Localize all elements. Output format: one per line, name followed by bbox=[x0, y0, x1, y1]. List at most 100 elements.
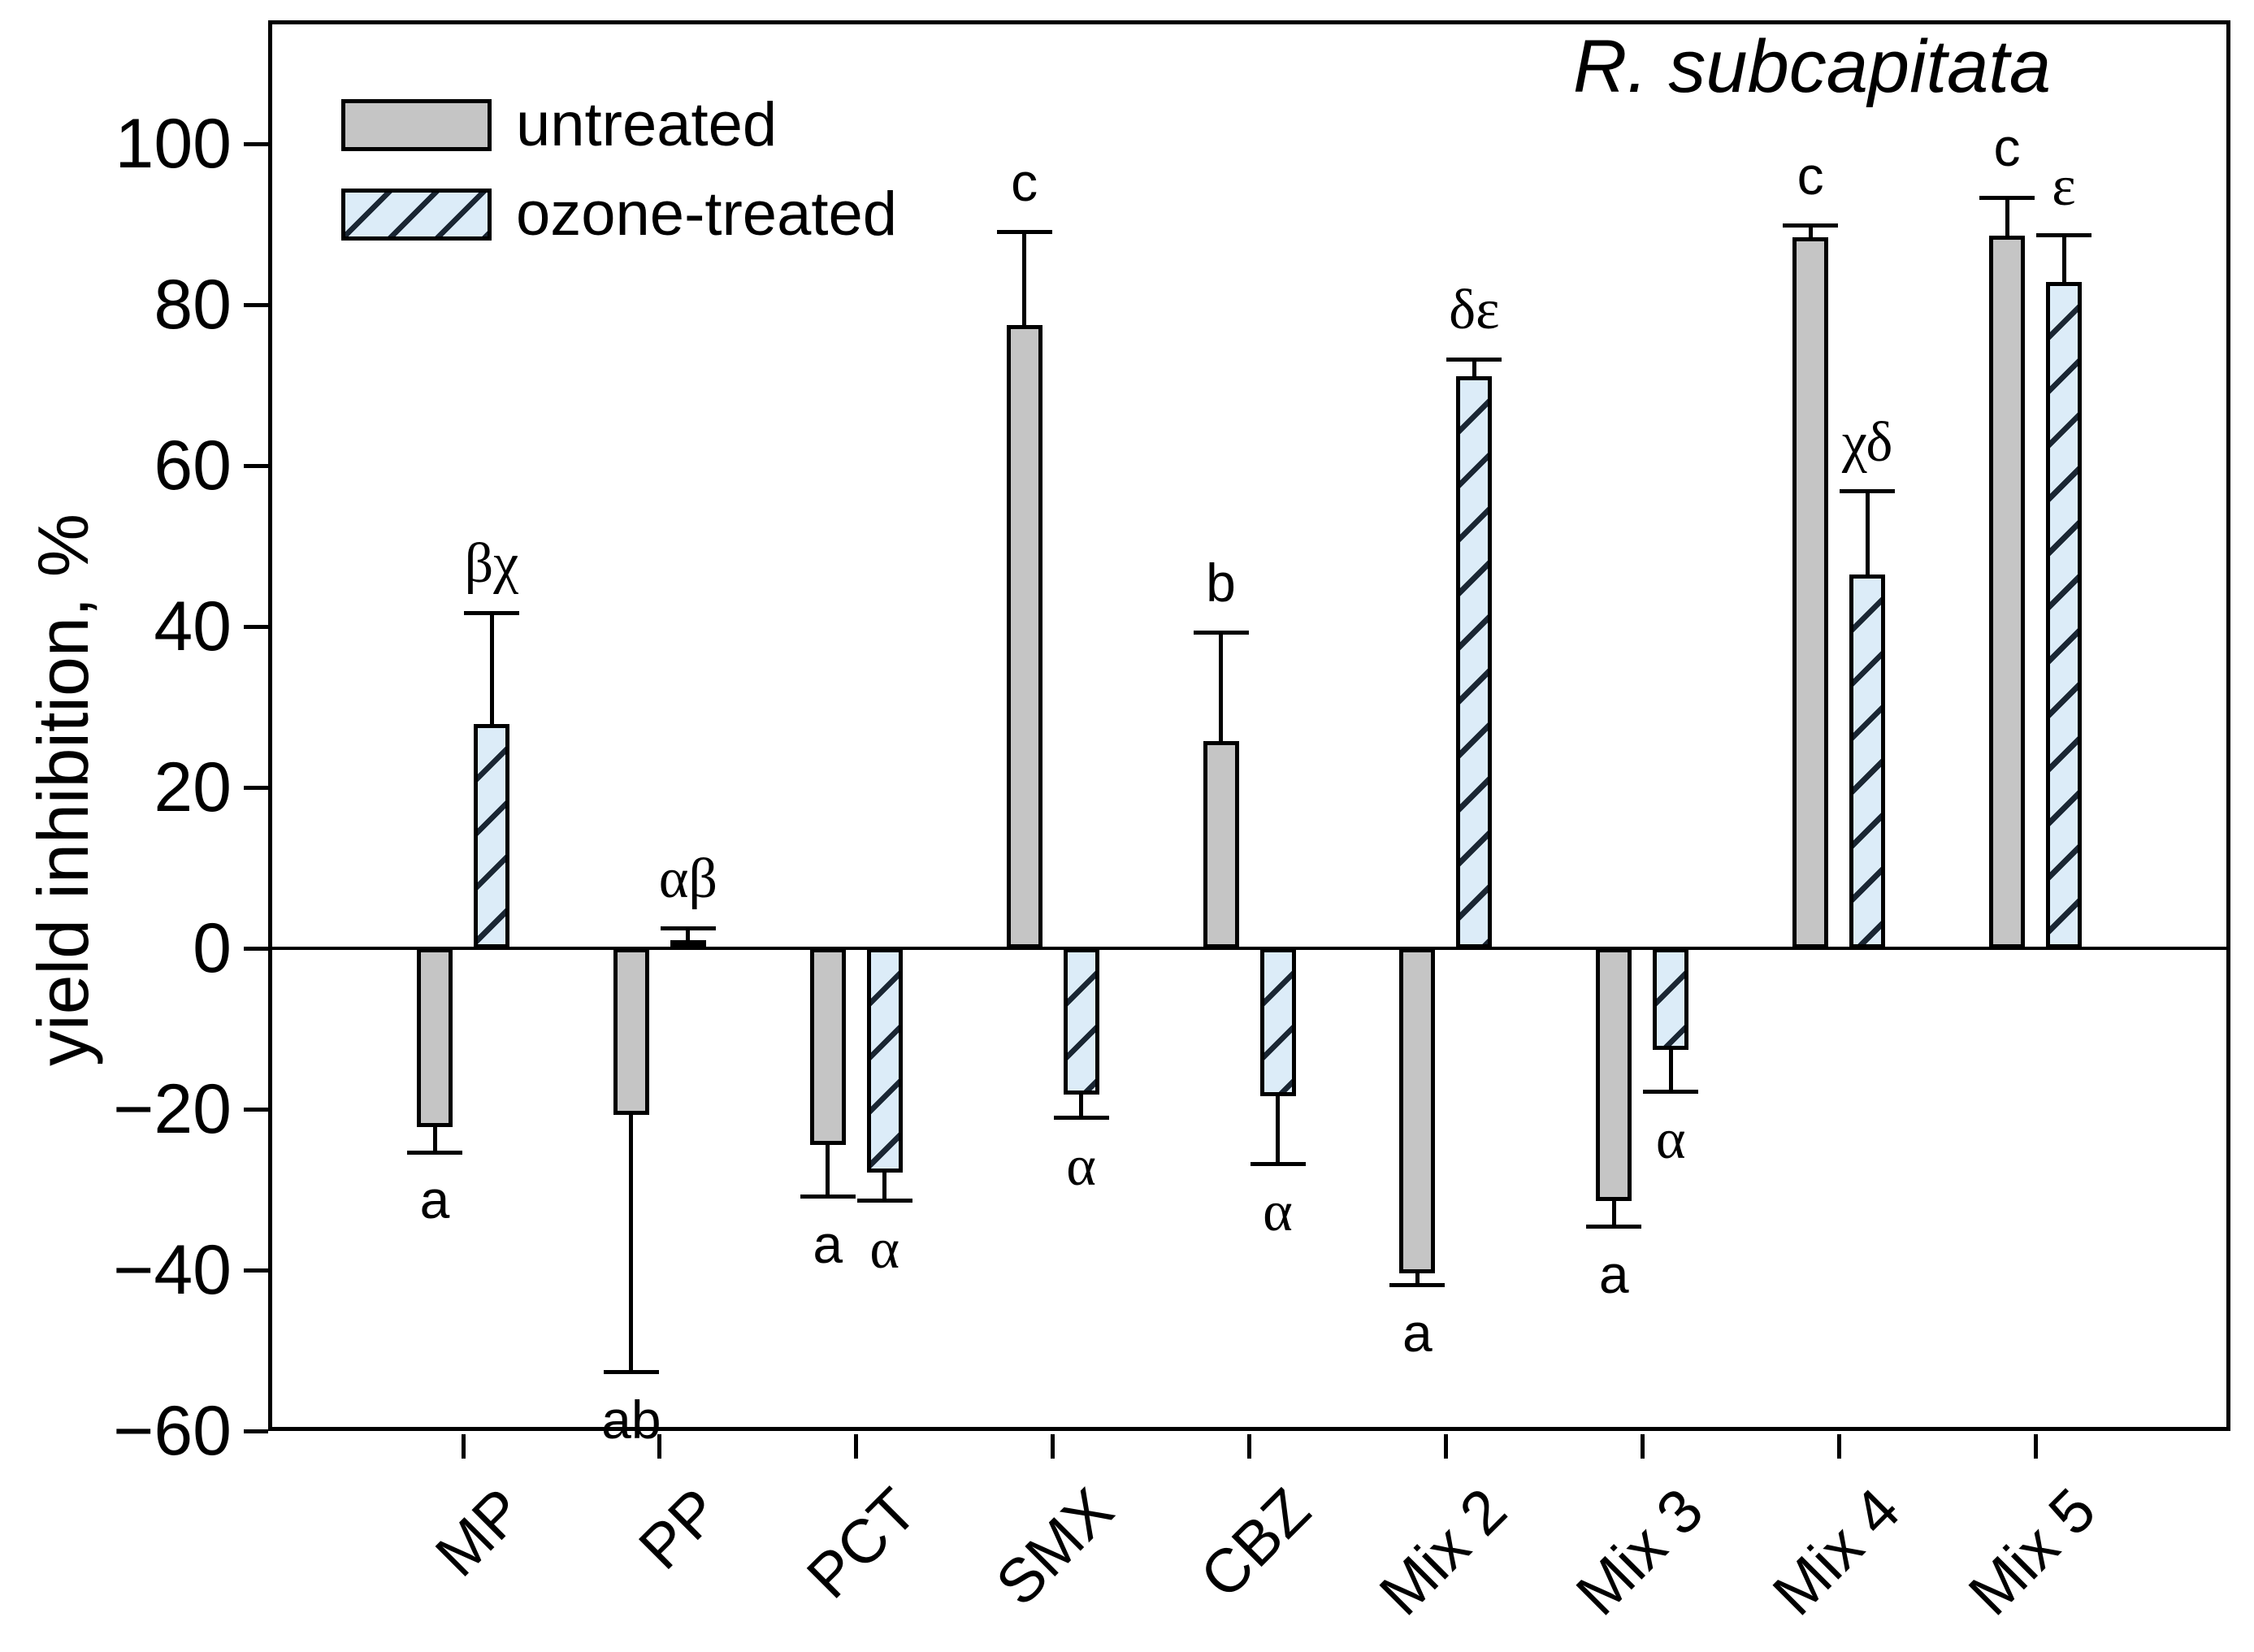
x-axis-tick bbox=[1640, 1434, 1645, 1459]
significance-label-untreated-mix-4: c bbox=[1797, 145, 1824, 206]
error-bar-cap bbox=[1586, 1225, 1642, 1229]
x-axis-category-label: CBZ bbox=[1186, 1475, 1324, 1612]
error-bar-cap bbox=[407, 1150, 462, 1155]
significance-label-untreated-cbz: b bbox=[1206, 552, 1236, 613]
legend: untreated ozone-treated bbox=[341, 90, 897, 278]
error-bar-line bbox=[1668, 1049, 1673, 1092]
significance-label-ozone-treated-pp: αβ bbox=[658, 848, 718, 911]
error-bar-cap bbox=[660, 926, 716, 930]
error-bar-cap bbox=[464, 610, 519, 615]
error-bar-cap bbox=[603, 1370, 659, 1375]
significance-label-untreated-mix-5: c bbox=[1993, 117, 2021, 178]
y-axis-tick bbox=[244, 786, 268, 790]
y-axis-tick-label: −20 bbox=[113, 1070, 232, 1148]
significance-label-ozone-treated-mp: βχ bbox=[464, 532, 519, 596]
bar-ozone-treated-smx bbox=[1063, 948, 1099, 1095]
error-bar-cap bbox=[1053, 1116, 1109, 1121]
plot-area bbox=[268, 20, 2230, 1431]
bar-ozone-treated-mix-3 bbox=[1653, 948, 1689, 1050]
significance-label-untreated-mix-3: a bbox=[1598, 1243, 1629, 1304]
significance-label-ozone-treated-mix-2: δε bbox=[1449, 279, 1500, 342]
x-axis-category-label: MP bbox=[423, 1475, 537, 1590]
error-bar-cap bbox=[1446, 357, 1502, 362]
bar-untreated-mix-5 bbox=[1989, 235, 2025, 948]
y-axis-tick-label: 0 bbox=[193, 909, 232, 987]
x-axis-tick bbox=[1836, 1434, 1841, 1459]
y-axis-tick bbox=[244, 142, 268, 146]
significance-label-ozone-treated-cbz: α bbox=[1263, 1181, 1293, 1244]
bar-untreated-mix-2 bbox=[1399, 948, 1436, 1273]
x-axis-category-label: SMX bbox=[982, 1475, 1127, 1619]
error-bar-line bbox=[1079, 1095, 1084, 1118]
x-axis-category-label: PCT bbox=[793, 1475, 930, 1612]
x-axis-category-label: Mix 3 bbox=[1563, 1475, 1717, 1629]
y-axis-tick-label: 40 bbox=[154, 588, 232, 666]
bar-ozone-treated-pct bbox=[866, 948, 903, 1173]
significance-label-ozone-treated-pct: α bbox=[869, 1217, 900, 1281]
error-bar-line bbox=[1022, 232, 1027, 325]
bar-ozone-treated-mix-4 bbox=[1849, 574, 1886, 948]
x-axis-category-label: PP bbox=[626, 1475, 734, 1583]
significance-label-untreated-mix-2: a bbox=[1402, 1302, 1433, 1363]
significance-label-ozone-treated-mix-5: ε bbox=[2052, 154, 2076, 218]
bar-untreated-mix-4 bbox=[1792, 236, 1829, 948]
error-bar-cap bbox=[1389, 1283, 1446, 1288]
x-axis-tick bbox=[1051, 1434, 1055, 1459]
significance-label-untreated-pct: a bbox=[813, 1213, 843, 1274]
error-bar-line bbox=[686, 928, 691, 941]
significance-label-ozone-treated-mix-3: α bbox=[1655, 1108, 1686, 1172]
error-bar-line bbox=[1611, 1200, 1616, 1227]
x-axis-tick bbox=[1247, 1434, 1251, 1459]
x-axis-tick bbox=[461, 1434, 466, 1459]
y-axis-tick bbox=[244, 1268, 268, 1273]
bar-ozone-treated-cbz bbox=[1259, 948, 1296, 1097]
bar-untreated-mix-3 bbox=[1596, 948, 1632, 1201]
error-bar-line bbox=[1808, 225, 1813, 237]
chart-title: R. subcapitata bbox=[1572, 25, 2051, 108]
y-axis-tick-label: 60 bbox=[154, 427, 232, 505]
error-bar-cap bbox=[856, 1199, 912, 1203]
x-axis-tick bbox=[2033, 1434, 2038, 1459]
y-axis-tick bbox=[244, 303, 268, 307]
x-axis-category-label: Mix 5 bbox=[1956, 1475, 2109, 1629]
significance-label-untreated-mp: a bbox=[419, 1169, 450, 1230]
x-axis-tick bbox=[657, 1434, 662, 1459]
error-bar-cap bbox=[1840, 489, 1896, 494]
legend-item-untreated: untreated bbox=[341, 90, 897, 159]
error-bar-cap bbox=[1250, 1161, 1306, 1166]
error-bar-line bbox=[1472, 359, 1476, 377]
bar-untreated-smx bbox=[1006, 324, 1042, 948]
error-bar-line bbox=[489, 613, 494, 724]
error-bar-line bbox=[2061, 235, 2066, 283]
y-axis-tick bbox=[244, 1429, 268, 1433]
y-axis-tick-label: −60 bbox=[113, 1392, 232, 1470]
x-axis-tick bbox=[1443, 1434, 1448, 1459]
bar-ozone-treated-mix-2 bbox=[1456, 376, 1493, 948]
error-bar-cap bbox=[996, 230, 1052, 235]
error-bar-cap bbox=[2036, 233, 2091, 238]
x-axis-category-label: Mix 4 bbox=[1759, 1475, 1913, 1629]
legend-swatch-ozone-treated bbox=[341, 189, 492, 241]
bar-ozone-treated-mp bbox=[474, 723, 509, 948]
significance-label-untreated-pp: ab bbox=[601, 1389, 661, 1450]
bar-ozone-treated-pp bbox=[670, 940, 706, 949]
error-bar-line bbox=[1865, 491, 1870, 575]
significance-label-ozone-treated-mix-4: χδ bbox=[1841, 410, 1893, 474]
error-bar-cap bbox=[1979, 195, 2035, 200]
significance-label-ozone-treated-smx: α bbox=[1066, 1134, 1096, 1198]
bar-untreated-pp bbox=[613, 948, 649, 1115]
y-axis-tick-label: −40 bbox=[113, 1231, 232, 1309]
bar-untreated-mp bbox=[417, 948, 453, 1127]
x-axis-category-label: Mix 2 bbox=[1366, 1475, 1520, 1629]
error-bar-cap bbox=[1193, 631, 1249, 635]
error-bar-line bbox=[1219, 632, 1223, 741]
legend-swatch-untreated bbox=[341, 99, 492, 151]
y-axis-tick-label: 100 bbox=[115, 105, 232, 183]
legend-item-label: untreated bbox=[516, 90, 778, 159]
significance-label-untreated-smx: c bbox=[1011, 151, 1038, 212]
error-bar-line bbox=[432, 1126, 437, 1153]
y-axis-tick bbox=[244, 947, 268, 951]
error-bar-line bbox=[826, 1144, 830, 1197]
legend-item-label: ozone-treated bbox=[516, 180, 897, 249]
error-bar-line bbox=[1276, 1096, 1280, 1164]
